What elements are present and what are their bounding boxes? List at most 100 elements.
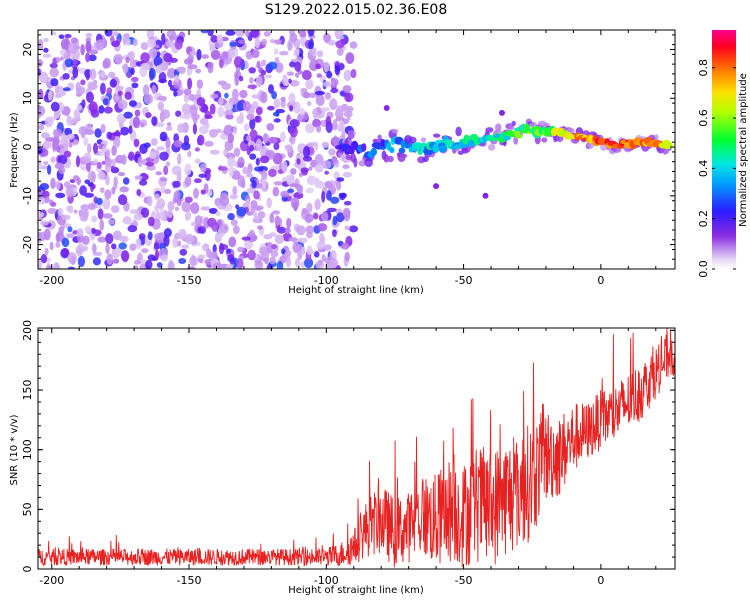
- noise-blob: [38, 212, 45, 218]
- noise-blob: [341, 242, 350, 250]
- noise-blob: [280, 96, 286, 103]
- noise-blob: [112, 131, 122, 137]
- noise-blob: [343, 69, 352, 82]
- noise-blob: [267, 105, 275, 111]
- noise-blob: [112, 258, 120, 264]
- noise-blob: [62, 73, 70, 80]
- noise-blob: [295, 244, 303, 252]
- noise-blob: [194, 215, 203, 227]
- noise-blob: [179, 114, 189, 119]
- noise-blob: [183, 88, 192, 96]
- noise-blob: [255, 106, 263, 115]
- noise-blob: [341, 130, 346, 140]
- noise-blob: [263, 31, 271, 37]
- noise-blob: [343, 200, 352, 206]
- signal-halo: [344, 139, 349, 145]
- noise-blob: [295, 72, 300, 78]
- noise-blob: [247, 84, 257, 90]
- noise-blob: [289, 32, 298, 43]
- noise-blob: [194, 147, 201, 152]
- noise-blob: [38, 88, 44, 100]
- noise-blob: [155, 122, 165, 128]
- noise-blob: [85, 32, 93, 38]
- noise-blob: [75, 244, 84, 257]
- noise-blob: [181, 244, 190, 250]
- noise-blob: [239, 111, 244, 124]
- noise-blob: [47, 164, 52, 175]
- noise-blob: [336, 177, 345, 182]
- noise-blob: [148, 48, 157, 59]
- noise-blob: [151, 84, 157, 95]
- noise-blob: [260, 69, 267, 76]
- y-tick-label: 50: [21, 502, 34, 516]
- noise-blob: [344, 92, 354, 103]
- noise-blob: [44, 196, 50, 204]
- noise-blob: [284, 227, 291, 235]
- noise-blob: [43, 161, 49, 166]
- noise-blob: [181, 103, 191, 115]
- noise-blob: [133, 260, 141, 265]
- noise-blob: [146, 38, 157, 49]
- noise-blob: [88, 54, 97, 62]
- signal-halo: [387, 155, 394, 163]
- noise-blob: [246, 113, 255, 121]
- noise-blob: [160, 109, 171, 120]
- noise-blob: [81, 208, 89, 219]
- noise-blob: [57, 154, 68, 165]
- noise-blob: [336, 47, 344, 57]
- noise-blob: [184, 176, 192, 187]
- signal-halo: [495, 123, 502, 132]
- noise-blob: [49, 67, 59, 78]
- colorbar-tick-label: 0.0: [697, 260, 710, 278]
- noise-blob: [142, 174, 149, 180]
- noise-blob: [229, 257, 235, 265]
- noise-blob: [196, 48, 202, 61]
- noise-blob: [232, 88, 239, 101]
- noise-blob: [280, 190, 290, 198]
- noise-blob: [289, 80, 300, 87]
- noise-blob: [44, 247, 49, 256]
- noise-blob: [227, 49, 235, 59]
- noise-blob: [168, 79, 173, 88]
- noise-blob: [122, 177, 130, 185]
- noise-blob: [333, 159, 338, 165]
- noise-blob: [267, 61, 278, 70]
- noise-blob: [293, 101, 301, 114]
- noise-blob: [167, 201, 175, 211]
- x-tick-label: -100: [314, 274, 339, 287]
- noise-blob: [302, 91, 310, 99]
- signal-halo: [513, 136, 519, 145]
- noise-blob: [236, 100, 243, 112]
- noise-blob: [209, 44, 216, 52]
- signal-blob: [523, 123, 530, 132]
- snr-axes: -200 -150 -100 -50 0 0 50 100 150 200: [21, 320, 675, 587]
- x-tick-label: 0: [597, 274, 604, 287]
- noise-blob: [85, 70, 90, 81]
- noise-blob: [294, 61, 302, 72]
- noise-blob: [155, 64, 164, 74]
- x-tick-label: -150: [177, 274, 202, 287]
- noise-blob: [50, 177, 56, 190]
- noise-blob: [97, 208, 104, 220]
- signal-halo: [347, 133, 355, 140]
- noise-blob: [128, 100, 137, 107]
- noise-blob: [53, 128, 62, 138]
- noise-blob: [38, 231, 43, 243]
- signal-blob: [398, 147, 406, 154]
- noise-blob: [349, 41, 358, 49]
- y-tick-label: 0: [21, 144, 34, 151]
- noise-blob: [68, 41, 78, 54]
- noise-blob: [113, 137, 121, 148]
- noise-blob: [326, 70, 333, 79]
- noise-blob: [274, 234, 285, 244]
- noise-blob: [326, 207, 337, 213]
- noise-blob: [76, 104, 82, 111]
- noise-blob: [253, 215, 261, 223]
- noise-blob: [154, 249, 160, 260]
- noise-blob: [174, 74, 180, 83]
- noise-blob: [66, 114, 71, 123]
- noise-blob: [139, 179, 148, 186]
- noise-blob: [167, 209, 173, 219]
- noise-blob: [225, 30, 236, 36]
- noise-blob: [173, 190, 181, 200]
